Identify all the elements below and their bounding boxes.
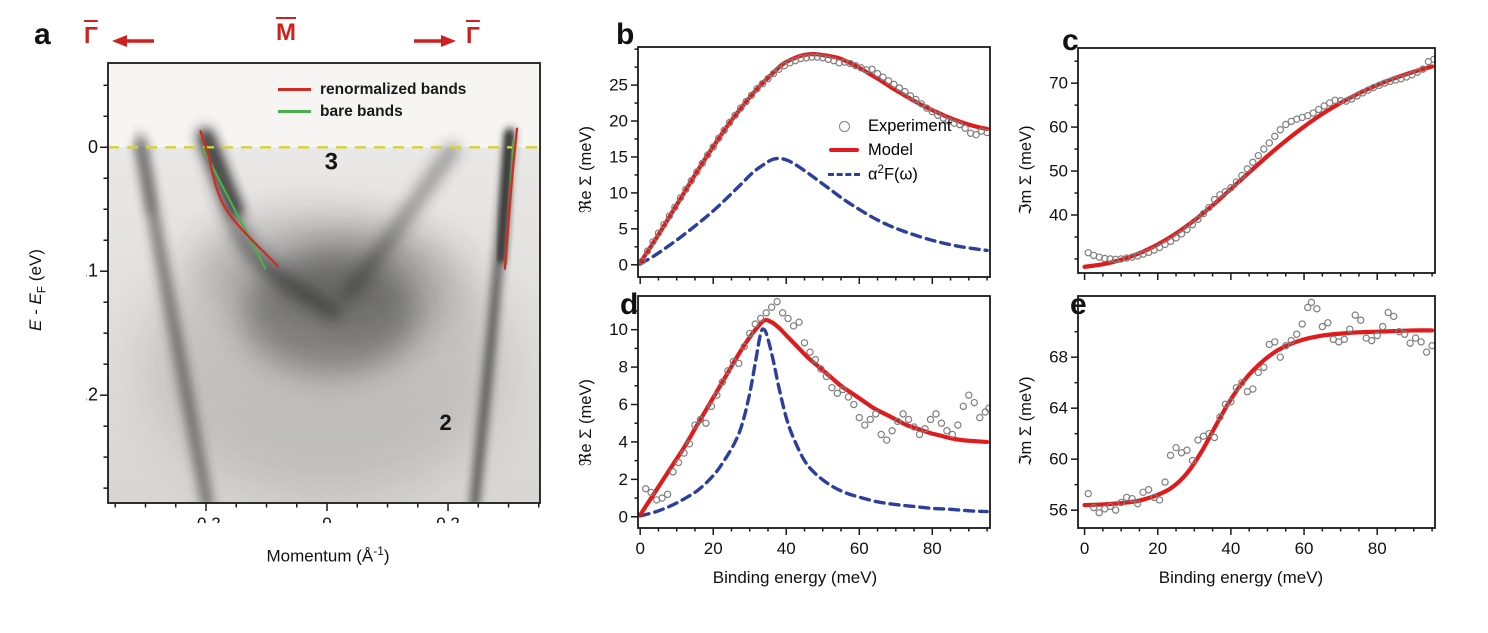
- panel-e-x-axis-title: Binding energy (meV): [1158, 568, 1324, 587]
- panel-d-letter: d: [620, 288, 639, 321]
- svg-text:56: 56: [1049, 501, 1068, 520]
- panel-c-letter: c: [1062, 24, 1079, 57]
- a2f-dashed-line-icon: [826, 172, 862, 176]
- svg-text:2: 2: [439, 410, 451, 435]
- legend-label: Experiment: [868, 116, 952, 135]
- svg-text:3: 3: [325, 149, 338, 176]
- panel-a-legend: renormalized bands bare bands: [276, 80, 466, 124]
- svg-text:10: 10: [609, 320, 628, 339]
- svg-text:0.2: 0.2: [436, 514, 460, 523]
- svg-text:-0.1: -0.1: [86, 261, 98, 281]
- panel-b-letter: b: [616, 18, 635, 51]
- svg-text:6: 6: [619, 395, 628, 414]
- model-line-icon: [826, 147, 862, 153]
- panel-b-y-axis-title: ℜe Σ (meV): [577, 126, 595, 213]
- svg-text:8: 8: [619, 358, 628, 377]
- svg-text:68: 68: [1049, 348, 1068, 367]
- m-point-label: M: [276, 19, 296, 46]
- svg-text:50: 50: [1049, 162, 1068, 181]
- legend-item-experiment: Experiment: [826, 116, 951, 136]
- svg-text:0: 0: [619, 507, 628, 526]
- renormalized-line-icon: [276, 88, 312, 91]
- svg-text:64: 64: [1049, 399, 1068, 418]
- svg-text:60: 60: [1295, 539, 1314, 558]
- re-sigma-chart-d: 0 20 40 60 80 0 2 4 6 8 10: [609, 295, 991, 558]
- panel-e-y-axis-title: ℑm Σ (meV): [1017, 376, 1035, 466]
- svg-text:60: 60: [1049, 450, 1068, 469]
- legend-item-model: Model: [826, 140, 951, 160]
- arpes-band-map: 3 2 -0.2 0 0.2 -0.2 -0.1 0: [86, 62, 541, 523]
- legend-item-bare: bare bands: [276, 102, 466, 121]
- legend-label: α2F(ω): [868, 163, 918, 184]
- svg-text:0: 0: [88, 137, 98, 157]
- legend-item-a2f: α2F(ω): [826, 164, 951, 184]
- svg-text:4: 4: [619, 432, 628, 451]
- panel-a-y-axis-title: E - EF (eV): [26, 249, 49, 331]
- panel-d-y-axis-title: ℜe Σ (meV): [577, 379, 595, 466]
- svg-text:40: 40: [1221, 539, 1240, 558]
- im-sigma-chart-e: 0 20 40 60 80 56 60 64 68: [1049, 295, 1436, 558]
- svg-text:20: 20: [704, 539, 723, 558]
- panel-d-x-axis-title: Binding energy (meV): [712, 568, 878, 587]
- panel-a-x-axis-title: Momentum (Å-1): [266, 544, 390, 566]
- svg-text:20: 20: [1148, 539, 1167, 558]
- legend-label: Model: [868, 140, 913, 159]
- svg-text:80: 80: [1368, 539, 1387, 558]
- svg-text:40: 40: [777, 539, 796, 558]
- gamma-right-label: Γ: [466, 22, 480, 48]
- arrow-right-icon: [414, 35, 456, 47]
- gamma-left-label: Γ: [84, 22, 98, 48]
- panel-b-legend: Experiment Model α2F(ω): [826, 116, 951, 188]
- svg-text:0: 0: [322, 514, 331, 523]
- svg-text:20: 20: [609, 112, 628, 131]
- panel-a-letter: a: [34, 18, 51, 51]
- arrow-left-icon: [112, 35, 154, 47]
- legend-label: bare bands: [320, 102, 403, 120]
- svg-text:60: 60: [850, 539, 869, 558]
- legend-label: renormalized bands: [320, 80, 467, 98]
- svg-text:0: 0: [619, 255, 628, 274]
- im-sigma-chart-c: 40 50 60 70: [1049, 47, 1436, 280]
- svg-text:5: 5: [619, 219, 628, 238]
- svg-text:0: 0: [635, 539, 644, 558]
- svg-text:70: 70: [1049, 74, 1068, 93]
- svg-text:40: 40: [1049, 205, 1068, 224]
- svg-text:10: 10: [609, 183, 628, 202]
- svg-text:25: 25: [609, 76, 628, 95]
- svg-text:-0.2: -0.2: [86, 385, 98, 405]
- re-sigma-chart-b: 0 5 10 15 20 25: [609, 46, 991, 284]
- svg-text:80: 80: [923, 539, 942, 558]
- svg-text:-0.2: -0.2: [191, 514, 220, 523]
- svg-text:0: 0: [1080, 539, 1089, 558]
- bare-line-icon: [276, 110, 312, 113]
- legend-item-renormalized: renormalized bands: [276, 80, 466, 99]
- experiment-marker-icon: [826, 120, 862, 132]
- svg-text:60: 60: [1049, 118, 1068, 137]
- svg-text:15: 15: [609, 147, 628, 166]
- panel-c-y-axis-title: ℑm Σ (meV): [1017, 125, 1035, 215]
- svg-text:2: 2: [619, 470, 628, 489]
